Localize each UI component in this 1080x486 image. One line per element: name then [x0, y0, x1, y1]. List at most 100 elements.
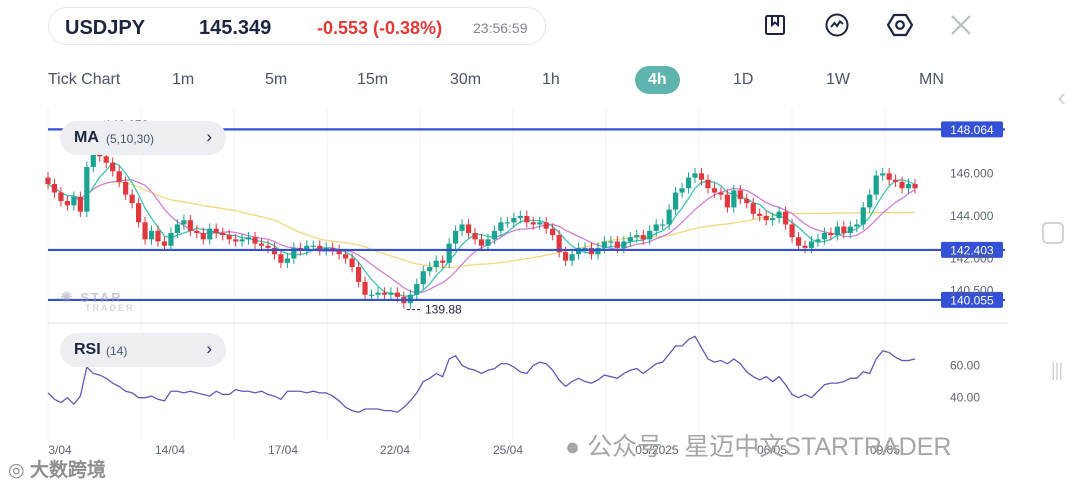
candle-body [698, 173, 705, 180]
timeframe-15m[interactable]: 15m [357, 71, 389, 88]
candle-body [860, 207, 866, 225]
candle-body [207, 228, 213, 240]
candle-body [123, 181, 129, 195]
candle-body [718, 192, 724, 195]
candle-body [310, 245, 316, 247]
timeframe-30m[interactable]: 30m [450, 71, 482, 88]
timeframe-tick[interactable]: Tick Chart [48, 71, 121, 88]
ticker-summary: USDJPY 145.349 -0.553 (-0.38%) 23:56:59 [48, 7, 546, 45]
candle-body [349, 258, 355, 268]
ma-name: MA [74, 129, 99, 146]
candle-body [873, 175, 879, 195]
candle-body [245, 237, 252, 240]
candle-body [304, 245, 310, 250]
candle-body [58, 192, 64, 202]
chevron-right-icon: › [206, 127, 212, 146]
timeframe-1w[interactable]: 1W [826, 71, 850, 88]
settings-icon[interactable] [887, 12, 913, 38]
candle-body [653, 224, 659, 231]
timeframe-4h[interactable]: 4h [635, 66, 680, 94]
candle-body [504, 222, 510, 224]
candle-body [821, 232, 828, 240]
timeframe-1h[interactable]: 1h [542, 71, 560, 88]
level-tag-label: 140.055 [950, 293, 994, 307]
candle-body [174, 224, 181, 233]
candle-body [776, 211, 782, 219]
candle-body [647, 230, 653, 240]
candle-body [84, 166, 90, 212]
candle-body [737, 190, 743, 199]
bookmark-icon[interactable] [762, 12, 788, 38]
candle-body [841, 226, 847, 233]
candle-body [569, 254, 575, 261]
level-tag-label: 142.403 [950, 243, 994, 257]
candle-body [530, 222, 536, 225]
candle-body [362, 281, 368, 295]
close-icon[interactable] [948, 12, 974, 38]
ma-indicator-pill[interactable]: MA (5,10,30) › [60, 121, 226, 155]
candle-body [265, 245, 271, 248]
rsi-indicator-pill[interactable]: RSI (14) › [60, 333, 226, 367]
time-tick-label: 25/04 [493, 443, 523, 457]
candle-body [446, 243, 452, 263]
time-tick-label: 09/05 [870, 443, 900, 457]
candle-body [608, 241, 614, 243]
candle-body [258, 243, 265, 246]
candle-body [213, 228, 219, 233]
low-marker-label: 139.88 [425, 303, 462, 317]
candle-body [537, 222, 543, 225]
candle-body [51, 184, 58, 193]
price-tick-label: 146.000 [950, 166, 994, 180]
candle-body [886, 173, 892, 180]
candle-body [414, 284, 420, 295]
timeframe-mn[interactable]: MN [919, 71, 944, 88]
watermark-logo: ✺ STAR [60, 289, 123, 306]
trend-icon[interactable] [824, 12, 850, 38]
timeframe-5m[interactable]: 5m [265, 71, 288, 88]
change-label: -0.553 (-0.38%) [317, 18, 443, 38]
brand-mark-icon: ◎ [8, 460, 25, 481]
candle-body [724, 194, 730, 208]
candle-body [161, 241, 168, 246]
candle-body [491, 230, 498, 240]
candle-body [498, 222, 504, 231]
candle-body [181, 220, 187, 225]
wechat-watermark: ● 公众号 · 星迈中文STARTRADER [565, 433, 952, 461]
candle-body [621, 241, 627, 248]
price-tick-label: 142.000 [950, 252, 994, 266]
candle-body [71, 196, 77, 206]
candle-body [601, 241, 608, 248]
chevron-right-icon: › [206, 339, 212, 358]
candle-body [155, 230, 161, 242]
candle-body [834, 226, 840, 236]
candle-body [588, 247, 595, 255]
candle-body [45, 177, 51, 184]
candle-body [453, 230, 459, 244]
candle-body [556, 235, 562, 253]
candle-body [543, 222, 549, 229]
candle-body [187, 220, 193, 231]
candle-body [880, 173, 886, 176]
candle-body [750, 203, 756, 214]
candle-body [226, 235, 232, 240]
candle-body [394, 292, 400, 297]
candle-body [705, 179, 711, 189]
timeframe-1m[interactable]: 1m [172, 71, 195, 88]
corner-watermark: ◎ 大数跨境 [8, 460, 106, 481]
candle-body [336, 250, 342, 255]
candle-body [802, 245, 808, 248]
candle-body [459, 224, 465, 231]
candle-body [595, 247, 601, 255]
timeframe-1d[interactable]: 1D [733, 71, 754, 88]
candle-body [64, 201, 71, 206]
candle-body [271, 247, 278, 255]
back-arrow-icon[interactable]: ‹ [1057, 82, 1066, 112]
price-tick-label: 140.500 [950, 283, 994, 297]
menu-lines-icon[interactable]: ||| [1050, 360, 1063, 380]
candle-body [110, 162, 116, 172]
rsi-tick-label: 40.00 [950, 391, 980, 405]
ma30-line [47, 181, 916, 269]
candle-body [465, 224, 472, 233]
home-square-icon[interactable] [1042, 222, 1064, 244]
